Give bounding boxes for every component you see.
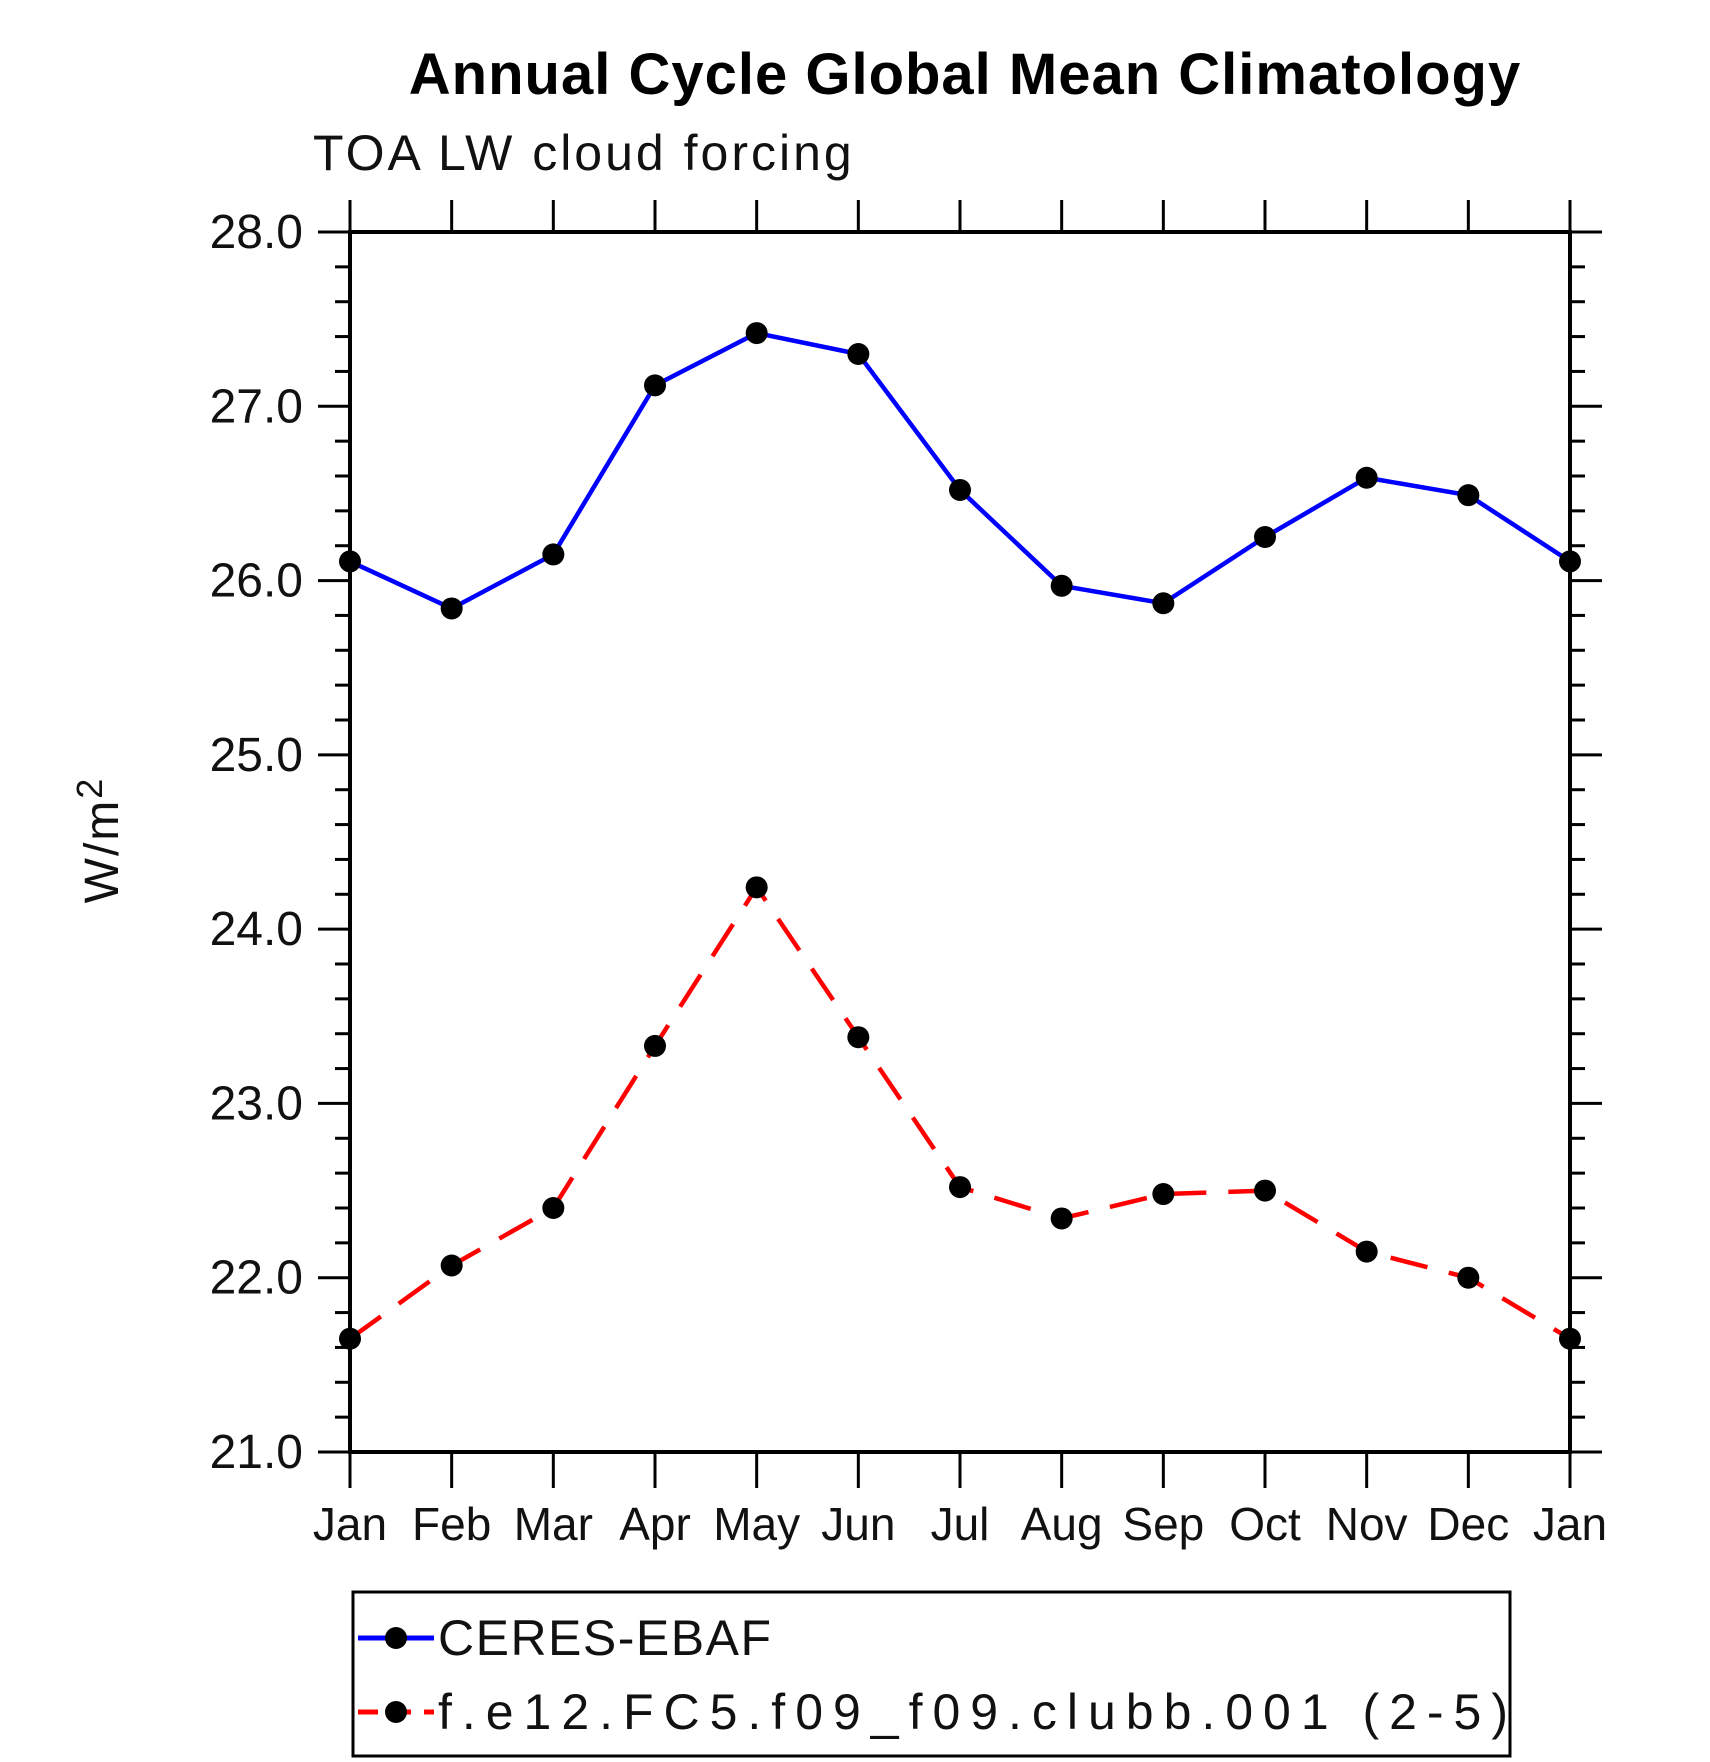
data-point bbox=[440, 597, 463, 620]
data-point bbox=[1355, 1240, 1378, 1263]
y-tick-label: 26.0 bbox=[210, 555, 303, 608]
y-tick-label: 25.0 bbox=[210, 729, 303, 782]
series-line-0 bbox=[349, 330, 1572, 611]
y-tick-label: 21.0 bbox=[210, 1426, 303, 1479]
data-point bbox=[745, 876, 768, 899]
legend-label-ceres: CERES-EBAF bbox=[438, 1610, 771, 1666]
data-point bbox=[1559, 1327, 1581, 1350]
data-point bbox=[847, 343, 870, 365]
data-series bbox=[339, 322, 1581, 1350]
data-point bbox=[1559, 550, 1581, 573]
x-tick-label: Aug bbox=[1021, 1498, 1103, 1550]
data-point bbox=[847, 1026, 870, 1049]
chart-subtitle: TOA LW cloud forcing bbox=[313, 125, 855, 181]
x-tick-label: May bbox=[713, 1498, 800, 1550]
data-point bbox=[339, 1327, 361, 1350]
y-tick-label: 27.0 bbox=[210, 380, 303, 433]
data-point bbox=[949, 478, 971, 501]
legend-marker-dot bbox=[385, 1701, 407, 1723]
y-axis-label: W/m2 bbox=[69, 777, 129, 904]
x-tick-label: Jan bbox=[313, 1498, 387, 1550]
legend-label-model: f.e12.FC5.f09_f09.clubb.001 (2-5) bbox=[438, 1684, 1508, 1740]
data-point bbox=[1457, 1266, 1480, 1289]
axis-ticks: Jan Feb Mar Apr May Jun Jul Aug Sep Oct Nov Dec Jan2… bbox=[210, 200, 1607, 1550]
data-point bbox=[339, 550, 361, 573]
data-point bbox=[542, 543, 565, 566]
data-point bbox=[1050, 1207, 1073, 1230]
data-point bbox=[1355, 466, 1378, 489]
data-point bbox=[542, 1197, 565, 1219]
data-point bbox=[644, 1034, 666, 1057]
x-tick-label: Jun bbox=[821, 1498, 895, 1550]
legend-entry-ceres: CERES-EBAF bbox=[358, 1610, 771, 1666]
series-line-1 bbox=[348, 885, 1572, 1341]
legend-box bbox=[351, 1590, 1512, 1758]
data-point bbox=[440, 1254, 463, 1277]
data-point bbox=[1457, 484, 1480, 507]
y-tick-label: 23.0 bbox=[210, 1077, 303, 1130]
data-point bbox=[949, 1176, 971, 1199]
y-tick-label: 24.0 bbox=[210, 903, 303, 956]
data-point bbox=[1152, 1183, 1175, 1206]
x-tick-label: Feb bbox=[412, 1498, 491, 1550]
chart-title: Annual Cycle Global Mean Climatology bbox=[409, 42, 1521, 107]
data-point bbox=[745, 322, 768, 345]
data-point bbox=[644, 374, 666, 397]
data-point bbox=[1152, 592, 1175, 615]
x-tick-label: Sep bbox=[1122, 1498, 1204, 1550]
x-tick-label: Nov bbox=[1326, 1498, 1408, 1550]
x-tick-label: Apr bbox=[619, 1498, 691, 1550]
x-tick-label: Oct bbox=[1229, 1498, 1301, 1550]
y-tick-label: 22.0 bbox=[210, 1252, 303, 1305]
legend-marker-dot bbox=[385, 1627, 407, 1649]
data-point bbox=[1254, 526, 1276, 548]
x-tick-label: Jan bbox=[1533, 1498, 1607, 1550]
plot-frame bbox=[348, 230, 1572, 1454]
data-point bbox=[1050, 574, 1073, 597]
x-tick-label: Mar bbox=[514, 1498, 593, 1550]
legend: CERES-EBAF f.e12.FC5.f09_f09.clubb.001 (… bbox=[351, 1590, 1512, 1758]
x-tick-label: Jul bbox=[931, 1498, 990, 1550]
x-tick-label: Dec bbox=[1427, 1498, 1509, 1550]
data-point bbox=[1254, 1179, 1276, 1202]
y-tick-label: 28.0 bbox=[210, 206, 303, 259]
